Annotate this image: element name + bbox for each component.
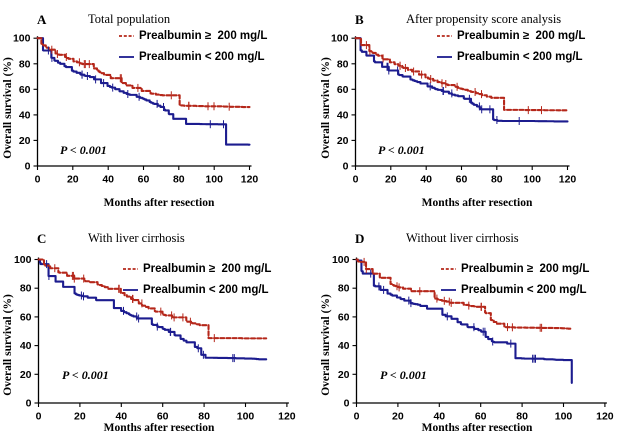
svg-text:80: 80 bbox=[491, 174, 503, 186]
svg-text:80: 80 bbox=[198, 411, 210, 423]
svg-text:100: 100 bbox=[523, 174, 541, 186]
svg-text:60: 60 bbox=[456, 174, 468, 186]
svg-text:20: 20 bbox=[67, 174, 79, 186]
svg-text:120: 120 bbox=[596, 411, 614, 423]
svg-text:20: 20 bbox=[337, 135, 349, 147]
svg-text:40: 40 bbox=[338, 340, 350, 352]
svg-text:40: 40 bbox=[20, 340, 32, 352]
svg-text:20: 20 bbox=[392, 411, 404, 423]
svg-text:0: 0 bbox=[25, 161, 31, 173]
svg-text:40: 40 bbox=[115, 411, 127, 423]
svg-text:80: 80 bbox=[19, 58, 31, 70]
svg-text:60: 60 bbox=[157, 411, 169, 423]
svg-text:80: 80 bbox=[338, 283, 350, 295]
svg-text:100: 100 bbox=[14, 254, 32, 266]
svg-text:60: 60 bbox=[338, 311, 350, 323]
svg-text:20: 20 bbox=[385, 174, 397, 186]
svg-text:120: 120 bbox=[278, 411, 296, 423]
svg-text:60: 60 bbox=[19, 84, 31, 96]
svg-text:100: 100 bbox=[332, 254, 350, 266]
svg-text:60: 60 bbox=[475, 411, 487, 423]
svg-text:40: 40 bbox=[337, 109, 349, 121]
svg-text:40: 40 bbox=[433, 411, 445, 423]
svg-text:60: 60 bbox=[138, 174, 150, 186]
svg-text:80: 80 bbox=[173, 174, 185, 186]
svg-text:40: 40 bbox=[102, 174, 114, 186]
svg-text:80: 80 bbox=[337, 58, 349, 70]
svg-text:60: 60 bbox=[20, 311, 32, 323]
svg-text:0: 0 bbox=[36, 411, 42, 423]
svg-text:60: 60 bbox=[337, 84, 349, 96]
svg-text:100: 100 bbox=[205, 174, 223, 186]
svg-text:0: 0 bbox=[26, 398, 32, 410]
svg-text:100: 100 bbox=[555, 411, 573, 423]
svg-text:0: 0 bbox=[354, 411, 360, 423]
svg-text:80: 80 bbox=[20, 283, 32, 295]
svg-text:0: 0 bbox=[353, 174, 359, 186]
svg-text:40: 40 bbox=[19, 109, 31, 121]
svg-text:0: 0 bbox=[35, 174, 41, 186]
svg-text:120: 120 bbox=[241, 174, 259, 186]
svg-text:20: 20 bbox=[338, 369, 350, 381]
svg-text:120: 120 bbox=[559, 174, 577, 186]
svg-text:100: 100 bbox=[237, 411, 255, 423]
svg-text:0: 0 bbox=[343, 161, 349, 173]
svg-text:80: 80 bbox=[516, 411, 528, 423]
svg-text:20: 20 bbox=[19, 135, 31, 147]
svg-text:0: 0 bbox=[344, 398, 350, 410]
svg-text:20: 20 bbox=[74, 411, 86, 423]
svg-text:20: 20 bbox=[20, 369, 32, 381]
svg-text:40: 40 bbox=[420, 174, 432, 186]
